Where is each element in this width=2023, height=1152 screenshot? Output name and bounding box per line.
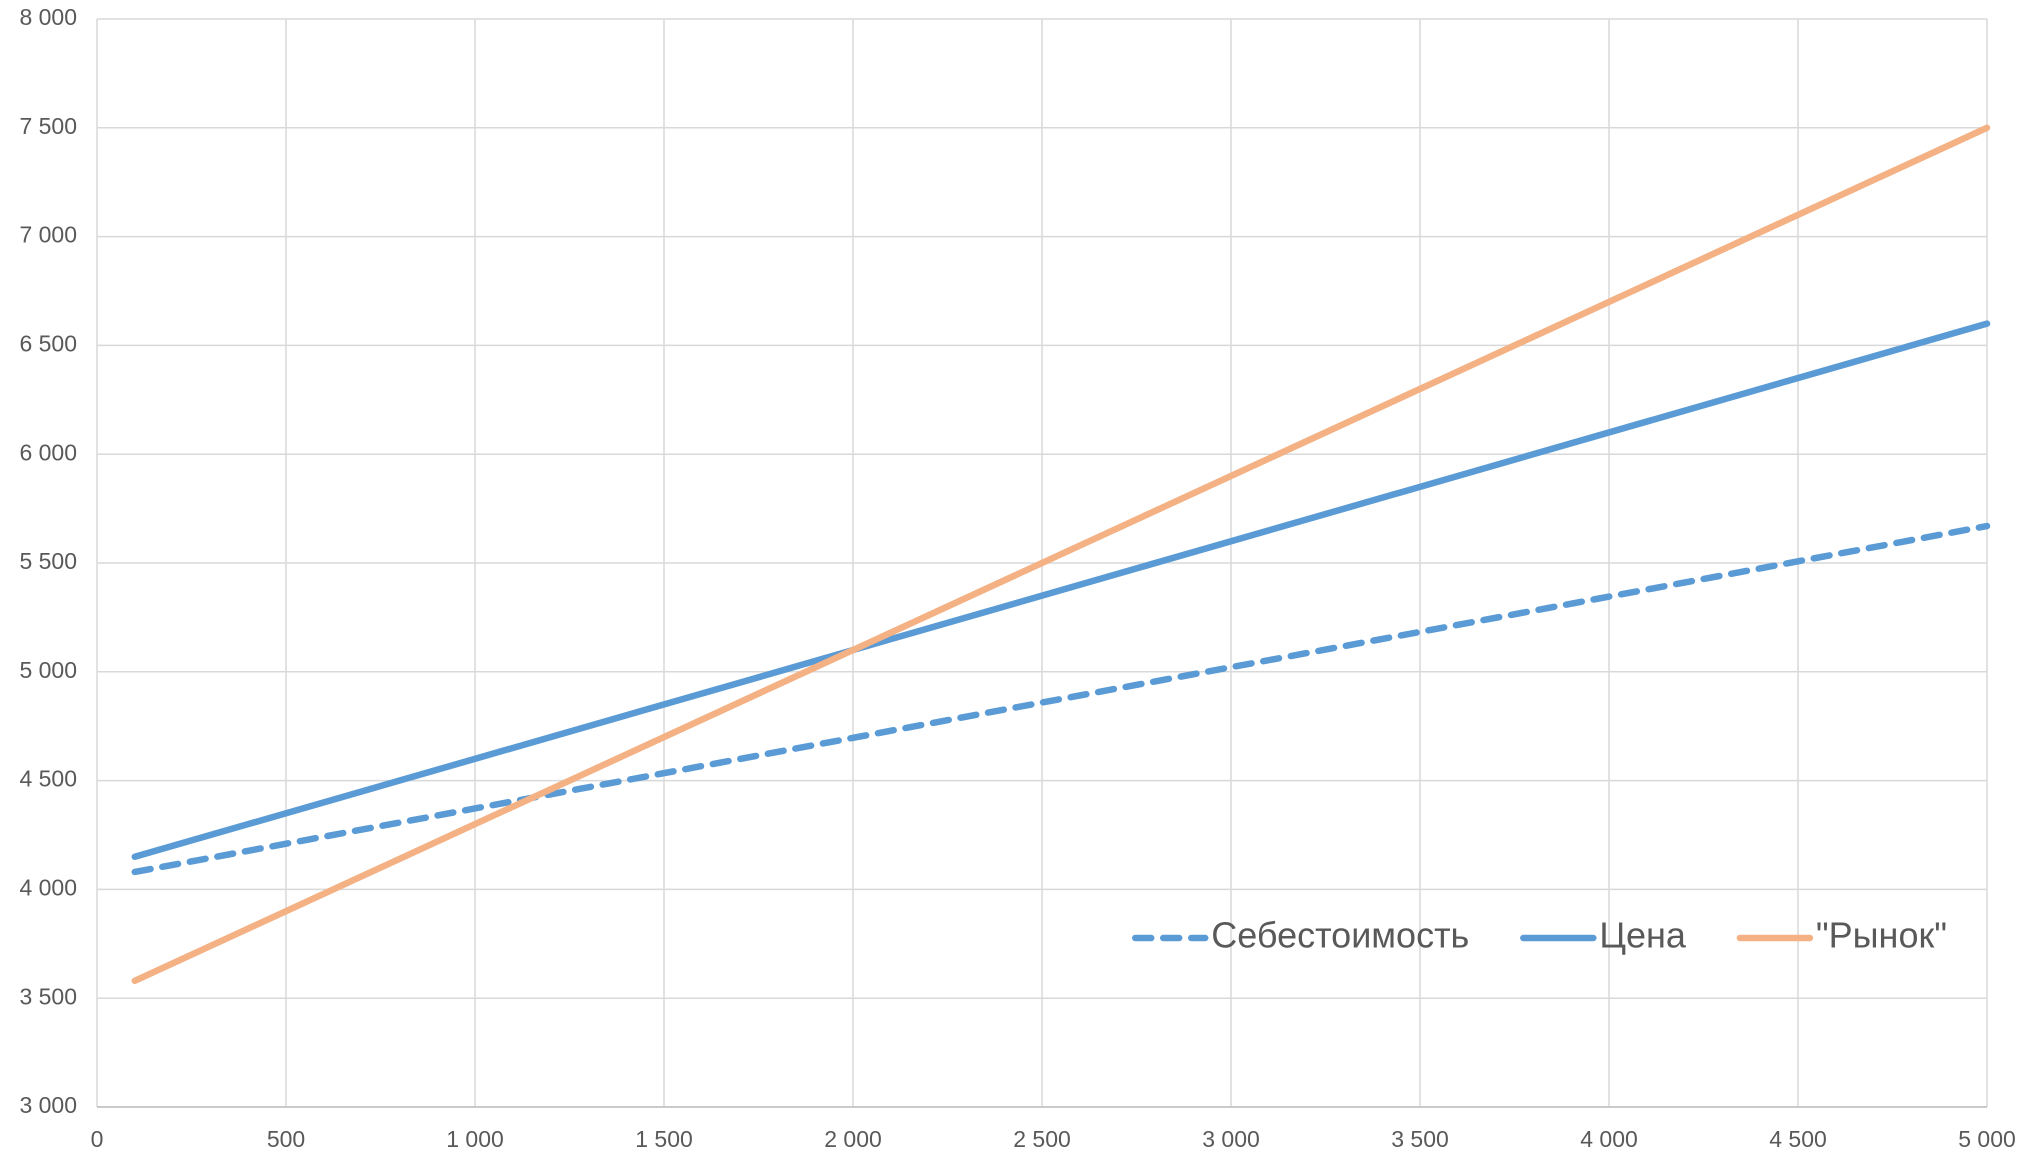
legend-text: Цена — [1599, 915, 1687, 956]
x-tick-label: 2 000 — [824, 1126, 882, 1152]
x-tick-label: 4 500 — [1769, 1126, 1827, 1152]
legend-text: Себестоимость — [1211, 915, 1469, 956]
x-tick-label: 1 000 — [446, 1126, 504, 1152]
y-tick-label: 5 500 — [19, 548, 77, 574]
series-line — [131, 522, 1991, 876]
x-tick-label: 3 500 — [1391, 1126, 1449, 1152]
x-tick-label: 500 — [267, 1126, 305, 1152]
x-tick-label: 3 000 — [1202, 1126, 1260, 1152]
y-tick-label: 7 000 — [19, 222, 77, 248]
y-tick-label: 5 000 — [19, 657, 77, 683]
y-tick-label: 7 500 — [19, 113, 77, 139]
series-line — [131, 320, 1991, 861]
y-tick-label: 4 000 — [19, 874, 77, 900]
y-tick-label: 8 000 — [19, 4, 77, 30]
x-tick-label: 5 000 — [1958, 1126, 2016, 1152]
x-tick-label: 4 000 — [1580, 1126, 1638, 1152]
x-tick-label: 0 — [91, 1126, 104, 1152]
y-tick-label: 6 500 — [19, 330, 77, 356]
y-tick-label: 3 000 — [19, 1092, 77, 1118]
series-line — [131, 124, 1991, 985]
y-tick-label: 3 500 — [19, 983, 77, 1009]
y-tick-label: 6 000 — [19, 439, 77, 465]
x-tick-label: 1 500 — [635, 1126, 693, 1152]
x-tick-label: 2 500 — [1013, 1126, 1071, 1152]
legend-text: "Рынок" — [1816, 915, 1947, 956]
y-tick-label: 4 500 — [19, 766, 77, 792]
